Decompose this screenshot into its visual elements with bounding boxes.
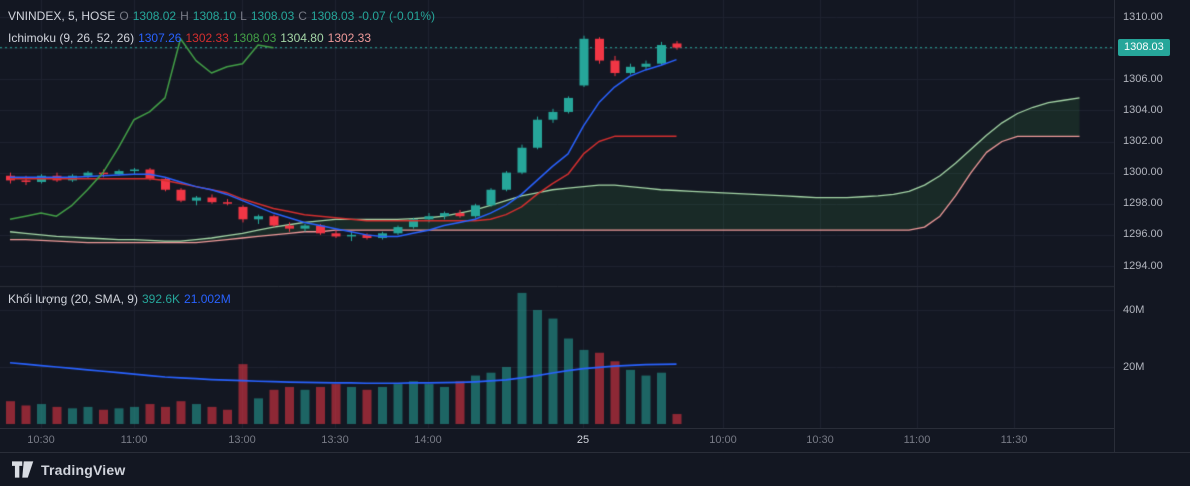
price-axis-label: 1310.00 [1123,11,1163,23]
chikou-value: 1308.03 [232,31,277,45]
footer-toolbar: TradingView [0,452,1190,486]
price-axis-label: 1296.00 [1123,228,1163,240]
time-axis-label: 14:00 [414,434,442,446]
volume-value: 392.6K [141,292,181,306]
time-axis-label: 10:30 [27,434,55,446]
chart-area[interactable]: VNINDEX, 5, HOSE O 1308.02 H 1308.10 L 1308.03… [0,0,1115,452]
low-label: L [240,9,247,23]
price-axis-label: 1294.00 [1123,260,1163,272]
symbol-title: VNINDEX, 5, HOSE [8,9,116,23]
time-axis-label: 11:00 [903,434,931,446]
price-chart-canvas[interactable] [0,0,1115,428]
volume-ma-value: 21.002M [184,292,231,306]
volume-axis-label: 40M [1123,304,1145,316]
volume-title: Khối lượng (20, SMA, 9) [8,292,138,306]
tradingview-brand-link[interactable]: TradingView [12,461,125,478]
price-axis-label: 1300.00 [1123,166,1163,178]
high-value: 1308.10 [192,9,237,23]
time-axis-label: 10:00 [709,434,737,446]
time-axis-label: 11:30 [1000,434,1028,446]
price-axis-label: 1304.00 [1123,104,1163,116]
open-value: 1308.02 [132,9,177,23]
open-label: O [119,9,129,23]
tenkan-value: 1307.26 [138,31,182,45]
time-axis-label: 11:00 [120,434,148,446]
change-value: -0.07 (-0.01%) [358,9,436,23]
price-axis[interactable]: 1310.00 1308.00 1306.00 1304.00 1302.00 … [1114,0,1190,452]
close-label: C [298,9,307,23]
time-axis-label: 13:30 [321,434,349,446]
last-price-badge: 1308.03 [1118,39,1170,56]
price-axis-label: 1306.00 [1123,73,1163,85]
price-axis-label: 1302.00 [1123,135,1163,147]
time-axis-label-session-start: 25 [576,434,590,446]
ichimoku-title: Ichimoku (9, 26, 52, 26) [8,31,135,45]
ichimoku-legend[interactable]: Ichimoku (9, 26, 52, 26) 1307.26 1302.33 13… [8,30,375,46]
low-value: 1308.03 [250,9,295,23]
high-label: H [180,9,189,23]
tradingview-logo-icon [12,461,34,478]
kijun-value: 1302.33 [185,31,229,45]
symbol-legend[interactable]: VNINDEX, 5, HOSE O 1308.02 H 1308.10 L 1308.03… [8,8,439,24]
volume-axis-label: 20M [1123,361,1145,373]
time-axis[interactable]: 10:30 11:00 13:00 13:30 14:00 25 10:00 1… [0,428,1115,453]
volume-legend[interactable]: Khối lượng (20, SMA, 9) 392.6K 21.002M [8,291,235,307]
close-value: 1308.03 [310,9,355,23]
senkou-a-value: 1304.80 [280,31,324,45]
time-axis-label: 10:30 [806,434,834,446]
time-axis-label: 13:00 [228,434,256,446]
price-axis-label: 1298.00 [1123,197,1163,209]
brand-text: TradingView [41,461,126,478]
senkou-b-value: 1302.33 [327,31,372,45]
